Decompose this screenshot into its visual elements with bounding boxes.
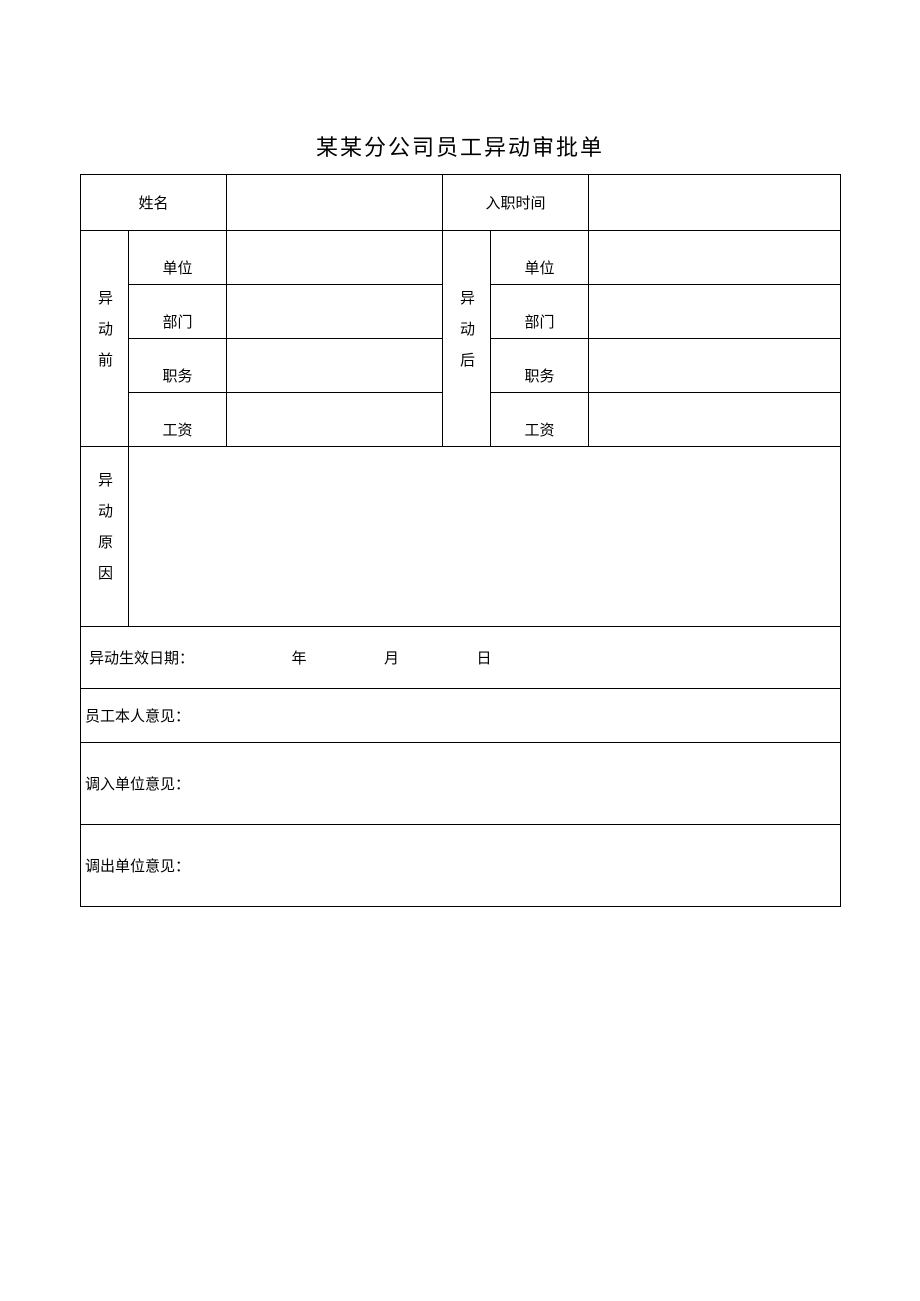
reason-value xyxy=(129,447,841,627)
out-unit-opinion-label: 调出单位意见： xyxy=(85,859,190,875)
after-dept-value xyxy=(589,285,841,339)
out-unit-opinion-row: 调出单位意见： xyxy=(81,825,841,907)
before-position-label: 职务 xyxy=(129,339,227,393)
effective-date-row: 异动生效日期： 年 月 日 xyxy=(81,627,841,689)
day-label: 日 xyxy=(477,651,492,667)
year-label: 年 xyxy=(292,651,307,667)
after-section-label: 异动后 xyxy=(443,231,491,447)
after-dept-label: 部门 xyxy=(491,285,589,339)
in-unit-opinion-label: 调入单位意见： xyxy=(85,777,190,793)
after-unit-value xyxy=(589,231,841,285)
after-position-label: 职务 xyxy=(491,339,589,393)
before-unit-label: 单位 xyxy=(129,231,227,285)
before-salary-label: 工资 xyxy=(129,393,227,447)
in-unit-opinion-row: 调入单位意见： xyxy=(81,743,841,825)
after-unit-label: 单位 xyxy=(491,231,589,285)
entry-date-value xyxy=(589,175,841,231)
form-title: 某某分公司员工异动审批单 xyxy=(80,130,840,162)
reason-label: 异动原因 xyxy=(81,447,129,627)
before-position-value xyxy=(227,339,443,393)
after-salary-label: 工资 xyxy=(491,393,589,447)
approval-form-table: 姓名 入职时间 异动前 单位 异动后 单位 部门 部门 职务 xyxy=(80,174,841,907)
name-label: 姓名 xyxy=(81,175,227,231)
self-opinion-label: 员工本人意见： xyxy=(85,709,190,725)
effective-date-prefix: 异动生效日期： xyxy=(89,651,194,667)
after-salary-value xyxy=(589,393,841,447)
before-dept-label: 部门 xyxy=(129,285,227,339)
before-dept-value xyxy=(227,285,443,339)
name-value xyxy=(227,175,443,231)
entry-date-label: 入职时间 xyxy=(443,175,589,231)
self-opinion-row: 员工本人意见： xyxy=(81,689,841,743)
month-label: 月 xyxy=(384,651,399,667)
before-unit-value xyxy=(227,231,443,285)
before-section-label: 异动前 xyxy=(81,231,129,447)
before-salary-value xyxy=(227,393,443,447)
after-position-value xyxy=(589,339,841,393)
